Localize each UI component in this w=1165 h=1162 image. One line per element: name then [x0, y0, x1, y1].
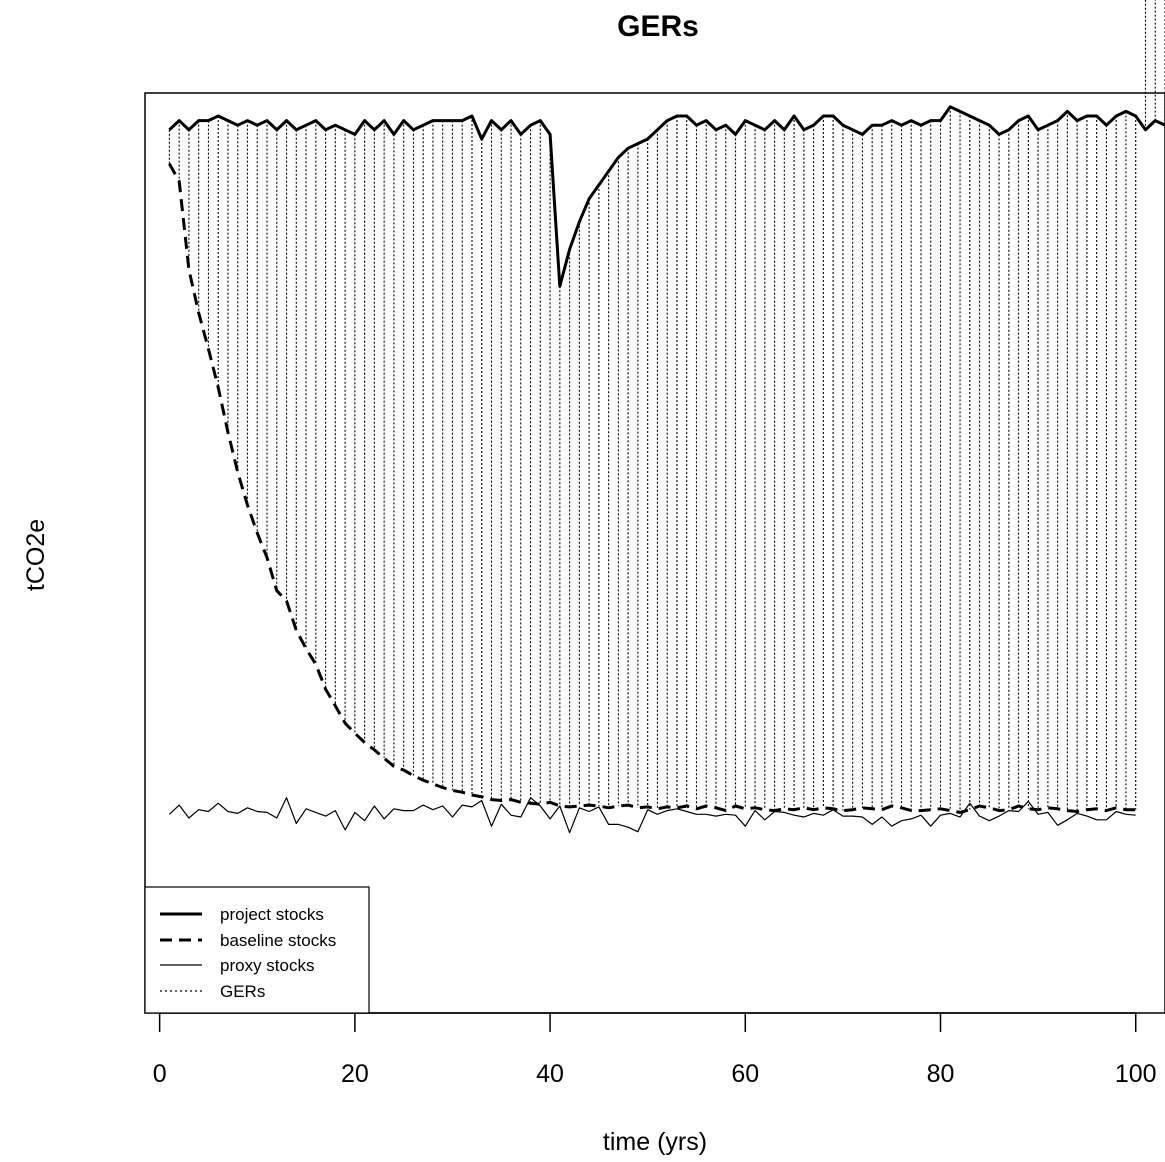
chart-title: GERs — [617, 10, 699, 43]
x-tick-label: 100 — [1115, 1060, 1157, 1088]
project-stocks-line — [168, 105, 1165, 288]
legend-proxy-label: proxy stocks — [220, 956, 314, 975]
gers-fill — [168, 0, 1165, 813]
legend: project stocks baseline stocks proxy sto… — [144, 886, 370, 1014]
proxy-stocks-line — [168, 797, 1136, 834]
x-tick-label: 80 — [927, 1060, 955, 1088]
x-tick-label: 60 — [731, 1060, 759, 1088]
x-axis-label: time (yrs) — [603, 1128, 707, 1156]
y-axis-label: tCO2e — [22, 519, 50, 591]
legend-baseline-label: baseline stocks — [220, 931, 336, 950]
baseline-stocks-line — [168, 163, 1136, 814]
legend-gers-label: GERs — [220, 982, 265, 1001]
x-tick-label: 40 — [536, 1060, 564, 1088]
series-lines — [168, 105, 1165, 834]
legend-project-label: project stocks — [220, 905, 324, 924]
x-axis: 0 20 40 60 80 100 — [153, 1012, 1157, 1088]
plot-frame — [144, 92, 1165, 1014]
legend-box — [144, 886, 370, 1014]
x-tick-label: 0 — [153, 1060, 167, 1088]
x-tick-label: 20 — [341, 1060, 369, 1088]
